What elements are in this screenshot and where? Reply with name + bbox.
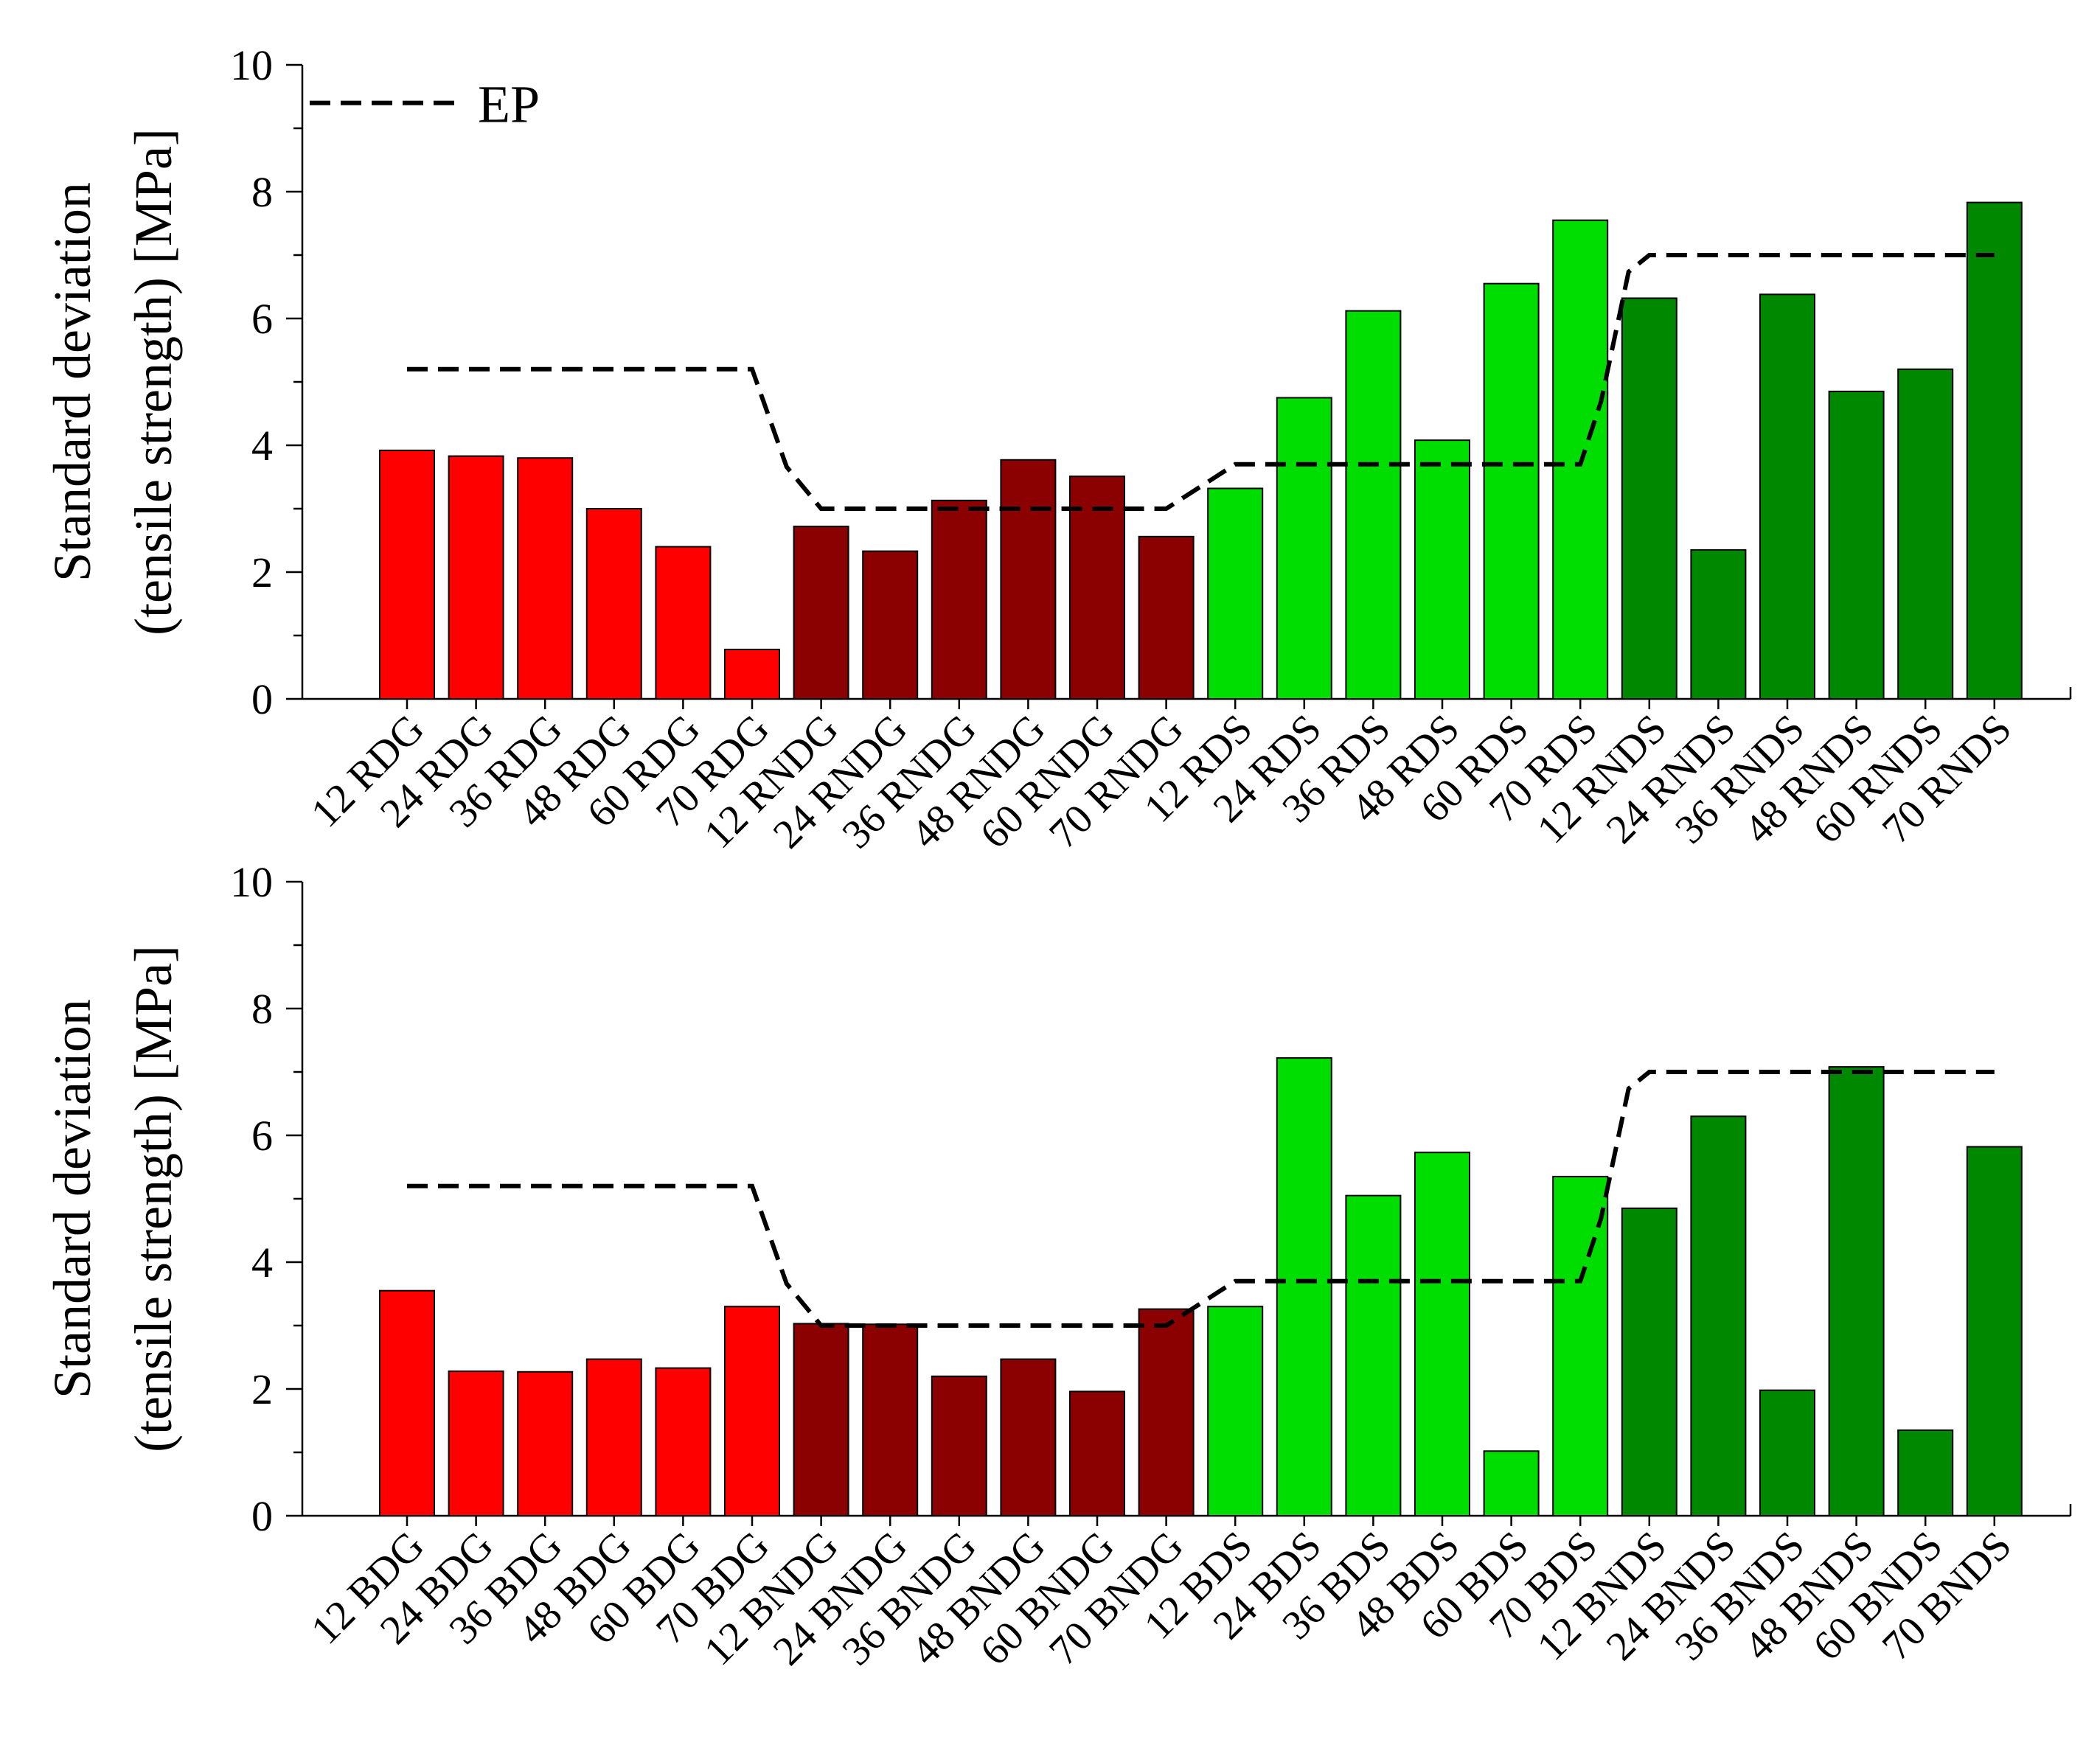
bar-70-rdg <box>724 648 780 700</box>
bar-36-bds <box>1345 1194 1402 1516</box>
bar-36-bndg <box>931 1375 987 1517</box>
bar-24-bnds <box>1690 1115 1747 1516</box>
bar-48-bdg <box>585 1358 642 1516</box>
y-tick-label: 8 <box>251 985 273 1033</box>
y-tick-label: 8 <box>251 168 273 216</box>
y-tick-label: 10 <box>230 858 273 906</box>
bar-60-rndg <box>1069 476 1125 700</box>
bar-36-rndg <box>931 499 987 700</box>
bar-12-bdg <box>379 1289 435 1516</box>
y-tick-label: 0 <box>251 1492 273 1540</box>
y-tick-label: 10 <box>230 41 273 89</box>
bar-70-bdg <box>724 1306 780 1516</box>
bar-12-rndg <box>793 526 849 700</box>
bar-70-rnds <box>1966 201 2023 700</box>
y-tick-label: 0 <box>251 675 273 723</box>
y-tick-label: 2 <box>251 549 273 596</box>
bar-60-rdg <box>655 546 712 700</box>
ep-dashed-line <box>407 253 1995 511</box>
bar-70-bds <box>1552 1175 1609 1517</box>
bar-48-bndg <box>1000 1358 1057 1516</box>
bar-12-bnds <box>1621 1207 1677 1517</box>
bar-36-rdg <box>517 457 574 700</box>
bar-24-bndg <box>862 1323 919 1517</box>
y-tick-label: 6 <box>251 295 273 343</box>
panel-bottom: 0 2 4 6 8 10 Standard deviation (tensile streng… <box>43 858 2072 1674</box>
bar-12-rnds <box>1621 297 1677 700</box>
bar-36-rds <box>1345 310 1402 700</box>
bar-60-bdg <box>655 1367 712 1516</box>
bar-12-bndg <box>793 1323 849 1517</box>
panel-top: 0 2 4 6 8 10 Standard deviation (tensile streng… <box>43 41 2072 857</box>
bar-36-bnds <box>1759 1389 1815 1516</box>
bar-36-bdg <box>517 1371 574 1517</box>
bar-12-bds <box>1207 1306 1264 1516</box>
bar-60-bds <box>1483 1450 1540 1517</box>
bar-48-rndg <box>1000 459 1057 700</box>
y-tick-label: 4 <box>251 422 273 470</box>
bar-24-rnds <box>1690 549 1747 700</box>
y-tick-label: 4 <box>251 1239 273 1286</box>
bar-24-rndg <box>862 550 919 700</box>
bar-36-rnds <box>1759 293 1815 700</box>
bar-48-bnds <box>1828 1066 1885 1516</box>
bar-24-rds <box>1276 397 1332 700</box>
bar-24-bdg <box>448 1370 504 1517</box>
bar-48-rnds <box>1828 390 1885 700</box>
bar-70-rndg <box>1138 535 1195 700</box>
bar-12-rdg <box>379 449 435 700</box>
bar-60-rds <box>1483 282 1540 700</box>
y-axis-label-line2: (tensile strength) [MPa] <box>124 128 183 635</box>
bar-48-rdg <box>585 508 642 700</box>
bar-24-bds <box>1276 1057 1332 1516</box>
bar-60-bnds <box>1897 1429 1954 1517</box>
bar-60-rnds <box>1897 368 1954 700</box>
bar-12-rds <box>1207 487 1264 700</box>
bar-60-bndg <box>1069 1390 1125 1516</box>
y-tick-label: 2 <box>251 1365 273 1413</box>
y-axis-label-line1: Standard deviation <box>43 999 102 1399</box>
bar-48-bds <box>1414 1152 1470 1516</box>
ep-dashed-line <box>407 1070 1995 1328</box>
y-axis-label-line1: Standard deviation <box>43 182 102 582</box>
bar-70-bndg <box>1138 1308 1195 1516</box>
legend-ep-label: EP <box>478 75 540 134</box>
bar-48-rds <box>1414 439 1470 700</box>
bar-24-rdg <box>448 455 504 700</box>
y-axis-label-line2: (tensile strength) [MPa] <box>124 945 183 1452</box>
y-tick-label: 6 <box>251 1112 273 1160</box>
bar-70-bnds <box>1966 1146 2023 1516</box>
